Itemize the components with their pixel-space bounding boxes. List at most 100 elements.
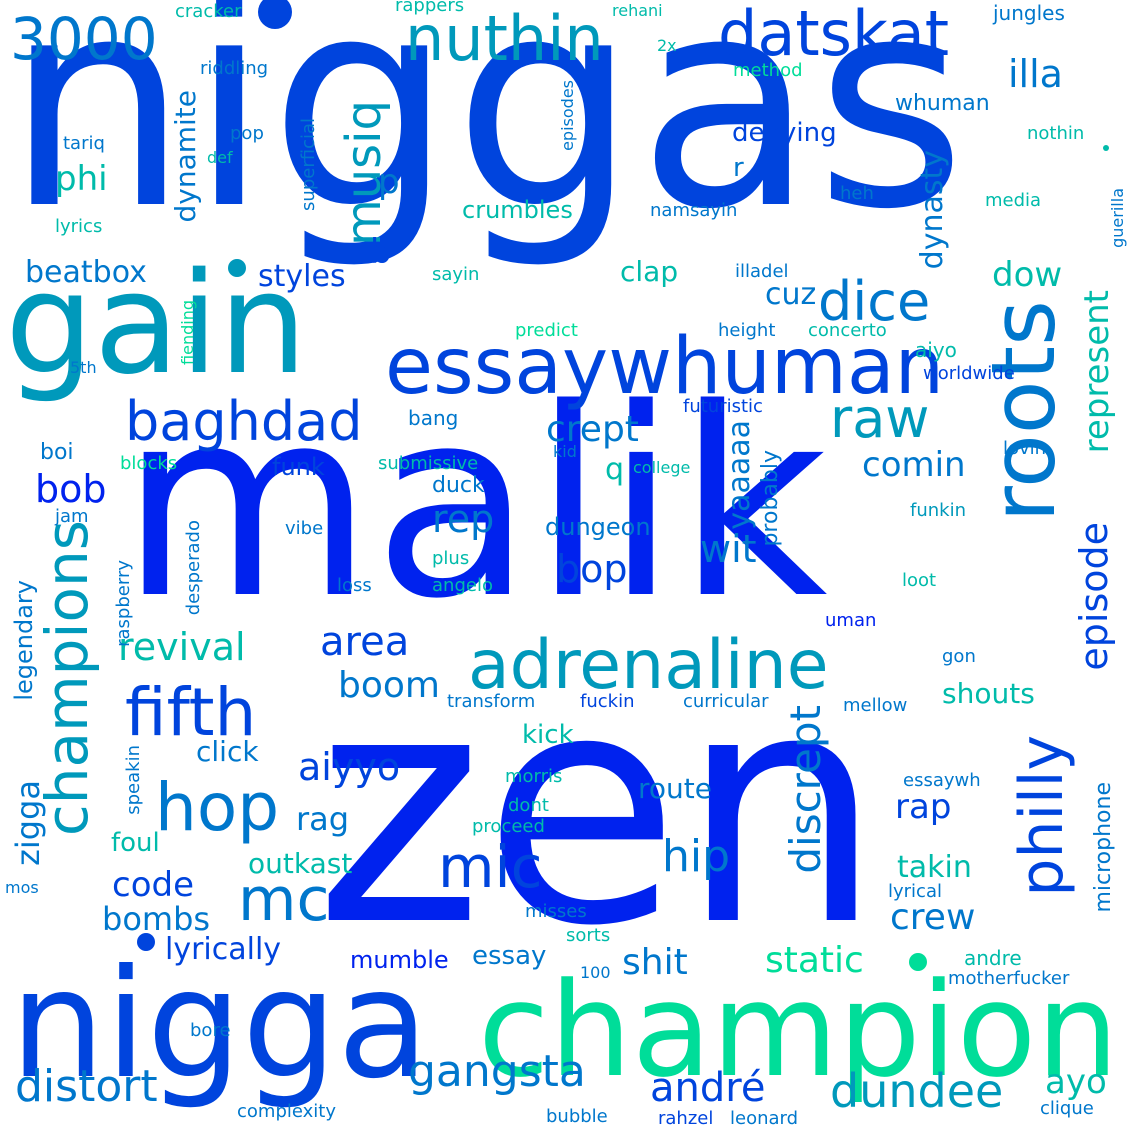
- word-guerilla: guerilla: [1108, 188, 1127, 248]
- word-morris: morris: [505, 766, 563, 787]
- word-zigga: zigga: [9, 780, 47, 866]
- word-rep: rep: [432, 497, 495, 541]
- word-curricular: curricular: [683, 691, 769, 712]
- word-aiyo: aiyo: [915, 338, 957, 362]
- word-dundee: dundee: [830, 1064, 1004, 1118]
- word-foul: foul: [111, 828, 160, 858]
- dot-mark: [909, 953, 927, 971]
- word-angelo: angelo: [432, 575, 493, 596]
- word-comin: comin: [862, 445, 966, 485]
- word-distort: distort: [15, 1061, 158, 1112]
- word-yaaaaa: yaaaaa: [722, 420, 757, 530]
- word-superficial: superficial: [298, 118, 319, 211]
- word-raw: raw: [830, 387, 930, 450]
- word-submissive: submissive: [378, 453, 479, 474]
- word-leonard: leonard: [730, 1108, 799, 1129]
- word-speakin: speakin: [123, 745, 144, 815]
- word-clap: clap: [620, 255, 679, 288]
- word-proceed: proceed: [472, 816, 545, 837]
- word-click: click: [196, 735, 259, 768]
- word-shit: shit: [622, 942, 688, 983]
- word-ayo: ayo: [1045, 1062, 1107, 1102]
- word-3000: 3000: [10, 5, 158, 73]
- word-complexity: complexity: [237, 1101, 336, 1122]
- word-funkin: funkin: [910, 500, 966, 521]
- word-100: 100: [580, 963, 611, 982]
- word-p: p: [378, 162, 400, 202]
- word-hip: hip: [662, 831, 731, 882]
- word-datskat: datskat: [718, 0, 950, 70]
- word-plus: plus: [432, 548, 470, 569]
- word-takin: takin: [897, 850, 972, 885]
- word-riddling: riddling: [200, 58, 269, 79]
- word-styles: styles: [258, 259, 346, 294]
- word-blocks: blocks: [120, 453, 178, 474]
- word-mos: mos: [5, 878, 39, 897]
- word-dice: dice: [818, 270, 931, 333]
- word-raspberry: raspberry: [113, 560, 134, 647]
- word-illa: illa: [1008, 52, 1063, 96]
- word-beatbox: beatbox: [25, 255, 147, 290]
- word-misses: misses: [525, 901, 587, 922]
- word-bop: bop: [556, 547, 628, 591]
- word-dow: dow: [992, 255, 1063, 295]
- word-heh: heh: [840, 183, 874, 204]
- word-episodes: episodes: [558, 80, 577, 151]
- word-andr-: andré: [650, 1065, 766, 1111]
- word-namsayin: namsayin: [650, 200, 738, 221]
- word-malik: malik: [120, 354, 828, 656]
- word-jungles: jungles: [993, 1, 1065, 25]
- word-worldwide: worldwide: [923, 363, 1015, 384]
- word-static: static: [765, 940, 864, 981]
- word-bombs: bombs: [102, 900, 211, 938]
- word-nothin: nothin: [1027, 123, 1085, 144]
- word-fuckin: fuckin: [580, 691, 635, 712]
- word-philly: philly: [1007, 735, 1077, 897]
- word-legendary: legendary: [10, 580, 38, 701]
- word-whuman: whuman: [895, 91, 990, 116]
- word-adrenaline: adrenaline: [468, 626, 829, 705]
- word-fifth: fifth: [125, 674, 257, 751]
- word-dont: dont: [508, 795, 549, 816]
- word-b: b: [370, 232, 392, 272]
- word-mc: mc: [238, 865, 330, 935]
- word-mumble: mumble: [350, 946, 449, 974]
- word-jam: jam: [55, 506, 89, 527]
- word-q: q: [605, 452, 625, 487]
- word-gon: gon: [942, 646, 976, 667]
- word-dungeon: dungeon: [545, 513, 651, 541]
- dot-mark: [137, 933, 155, 951]
- word-loot: loot: [902, 570, 937, 591]
- word-episode: episode: [1072, 522, 1116, 671]
- word-zen: zen: [315, 624, 883, 996]
- word-bore: bore: [190, 1020, 231, 1041]
- word-cuz: cuz: [765, 277, 817, 312]
- word-vibe: vibe: [285, 518, 324, 539]
- word-gain: gain: [5, 243, 308, 406]
- word-futuristic: futuristic: [683, 396, 763, 417]
- word-gangsta: gangsta: [408, 1046, 586, 1097]
- word-media: media: [985, 190, 1042, 211]
- word-kick: kick: [522, 720, 574, 750]
- word-sorts: sorts: [566, 925, 611, 946]
- word-pop: pop: [230, 123, 264, 144]
- word-denying: denying: [732, 118, 837, 148]
- word-outkast: outkast: [248, 847, 353, 880]
- word-clique: clique: [1040, 1098, 1094, 1119]
- word-r: r: [733, 153, 744, 183]
- word-rap: rap: [895, 787, 952, 827]
- word-loss: loss: [337, 575, 372, 596]
- word-fiending: fiending: [178, 300, 197, 365]
- word-boom: boom: [338, 665, 440, 706]
- word-represent: represent: [1077, 290, 1117, 454]
- word-revival: revival: [118, 625, 246, 669]
- word-funk: funk: [272, 453, 325, 481]
- word-wit: wit: [700, 527, 757, 571]
- word-lyrical: lyrical: [888, 881, 942, 902]
- word-2x: 2x: [657, 36, 677, 55]
- word-rahzel: rahzel: [658, 1108, 714, 1129]
- word-bubble: bubble: [546, 1106, 608, 1127]
- word-dynamite: dynamite: [169, 90, 202, 223]
- word-cracker: cracker: [175, 1, 242, 22]
